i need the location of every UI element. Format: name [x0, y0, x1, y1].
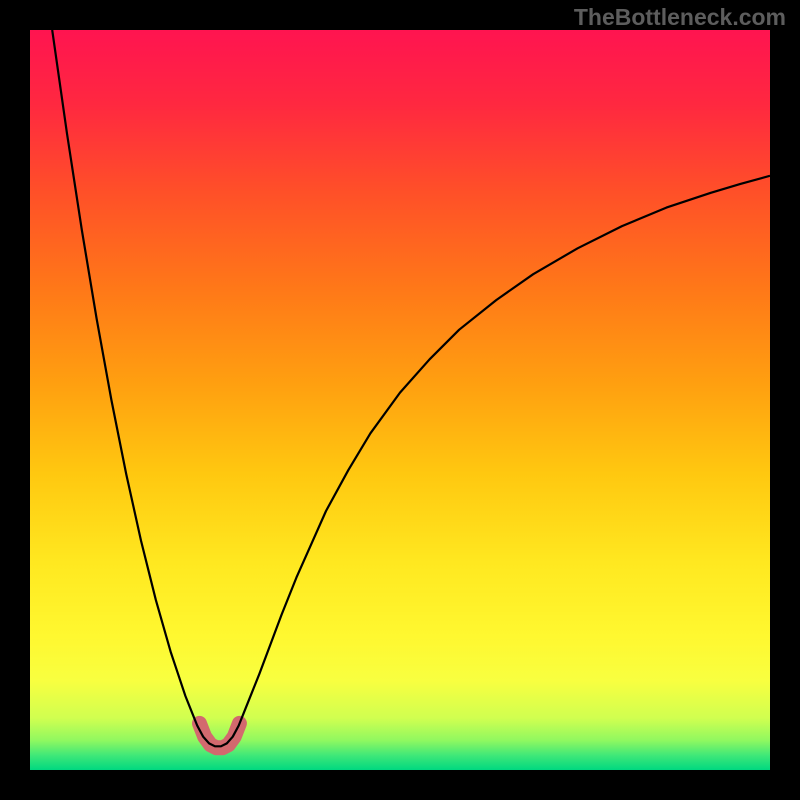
watermark-text: TheBottleneck.com — [574, 4, 786, 31]
chart-frame: TheBottleneck.com — [0, 0, 800, 800]
bottleneck-chart — [0, 0, 800, 800]
plot-background — [30, 30, 770, 770]
